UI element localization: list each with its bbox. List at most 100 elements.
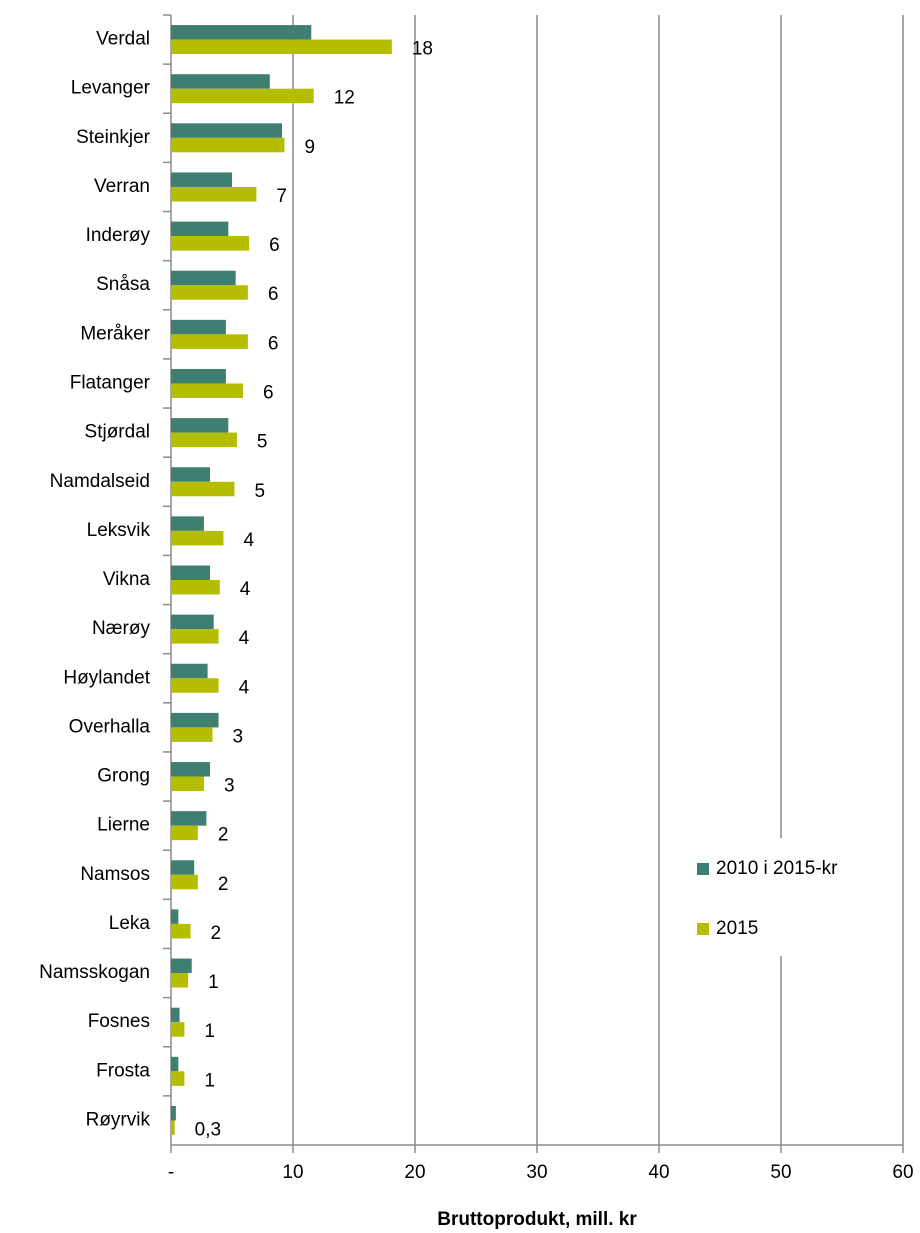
- data-label: 4: [239, 677, 250, 698]
- x-tick-label: 10: [282, 1162, 303, 1183]
- bar: [171, 88, 314, 104]
- bar: [171, 334, 248, 349]
- data-label: 5: [257, 432, 268, 453]
- y-tick-label: Namdalseid: [50, 471, 150, 492]
- bar: [171, 811, 207, 826]
- legend-label: 2015: [716, 918, 758, 939]
- data-label: 18: [412, 39, 433, 60]
- legend-box: [680, 838, 880, 956]
- y-tick-label: Leka: [109, 913, 151, 934]
- bar: [171, 1056, 179, 1072]
- bar: [171, 516, 204, 531]
- bar: [171, 383, 243, 398]
- bar: [171, 137, 285, 153]
- y-tick-label: Grong: [97, 766, 150, 787]
- x-tick-label: 50: [770, 1162, 791, 1183]
- x-tick-label: 40: [648, 1162, 669, 1183]
- data-label: 3: [232, 726, 243, 747]
- y-tick-label: Inderøy: [86, 225, 151, 246]
- y-tick-label: Nærøy: [92, 618, 151, 639]
- data-label: 1: [208, 972, 219, 993]
- y-tick-label: Leksvik: [87, 520, 151, 541]
- bar: [171, 221, 229, 237]
- data-label: 4: [240, 579, 251, 600]
- bar: [171, 1007, 180, 1023]
- data-label: 5: [254, 481, 265, 502]
- data-label: 2: [211, 923, 222, 944]
- data-label: 0,3: [195, 1119, 221, 1140]
- y-tick-label: Snåsa: [96, 274, 150, 295]
- bar: [171, 874, 198, 890]
- y-tick-label: Stjørdal: [85, 422, 150, 443]
- bar: [171, 319, 226, 335]
- bar: [171, 860, 195, 875]
- x-axis-title: Bruttoprodukt, mill. kr: [437, 1209, 637, 1230]
- bar: [171, 1120, 175, 1135]
- y-tick-label: Høylandet: [63, 667, 150, 688]
- y-tick-label: Vikna: [103, 569, 151, 590]
- data-label: 6: [269, 235, 280, 256]
- bar: [171, 368, 226, 384]
- bar: [171, 923, 191, 939]
- bar: [171, 762, 211, 777]
- data-label: 4: [239, 628, 250, 649]
- legend-swatch: [697, 923, 709, 935]
- data-label: 6: [268, 333, 279, 354]
- data-label: 2: [218, 825, 229, 846]
- data-label: 6: [268, 284, 279, 305]
- y-tick-label: Lierne: [97, 815, 150, 836]
- bar: [171, 418, 229, 433]
- bar: [171, 172, 232, 187]
- bar: [171, 909, 179, 924]
- bar: [171, 825, 198, 841]
- bar: [171, 1105, 176, 1121]
- bar: [171, 285, 248, 300]
- bar: [171, 74, 270, 89]
- y-tick-label: Røyrvik: [86, 1109, 151, 1130]
- bar: [171, 530, 224, 546]
- data-label: 12: [334, 88, 355, 109]
- bar: [171, 663, 208, 679]
- bar: [171, 1022, 185, 1037]
- bar: [171, 236, 250, 251]
- x-tick-label: 20: [404, 1162, 425, 1183]
- y-tick-label: Frosta: [96, 1060, 150, 1081]
- y-tick-label: Verdal: [96, 29, 150, 50]
- y-tick-label: Meråker: [80, 323, 150, 344]
- bar: [171, 973, 189, 988]
- bar: [171, 629, 219, 644]
- bar: [171, 678, 219, 693]
- bar: [171, 39, 392, 55]
- bar: [171, 25, 312, 40]
- bar: [171, 565, 211, 580]
- bar: [171, 467, 211, 482]
- x-tick-label: -: [168, 1162, 174, 1183]
- bar: [171, 580, 220, 595]
- legend: 2010 i 2015-kr 2015: [680, 838, 880, 956]
- y-tick-label: Verran: [94, 176, 150, 197]
- bar: [171, 1071, 185, 1086]
- legend-label: 2010 i 2015-kr: [716, 858, 838, 879]
- bar: [171, 776, 204, 792]
- y-tick-label: Fosnes: [88, 1011, 150, 1032]
- data-label: 1: [204, 1021, 215, 1042]
- data-label: 9: [304, 137, 315, 158]
- bar: [171, 270, 236, 286]
- bar: [171, 123, 283, 138]
- y-tick-label: Namsskogan: [39, 962, 150, 983]
- bar: [171, 481, 235, 497]
- bar: [171, 186, 257, 202]
- data-label: 6: [263, 382, 274, 403]
- x-tick-label: 60: [892, 1162, 913, 1183]
- data-label: 4: [243, 530, 254, 551]
- y-tick-label: Levanger: [71, 78, 151, 99]
- data-label: 2: [218, 874, 229, 895]
- bar: [171, 432, 237, 448]
- bar: [171, 958, 192, 974]
- y-tick-label: Namsos: [80, 864, 150, 885]
- y-tick-label: Flatanger: [70, 372, 151, 393]
- data-label: 1: [204, 1070, 215, 1091]
- legend-swatch: [697, 863, 709, 875]
- x-tick-label: 30: [526, 1162, 547, 1183]
